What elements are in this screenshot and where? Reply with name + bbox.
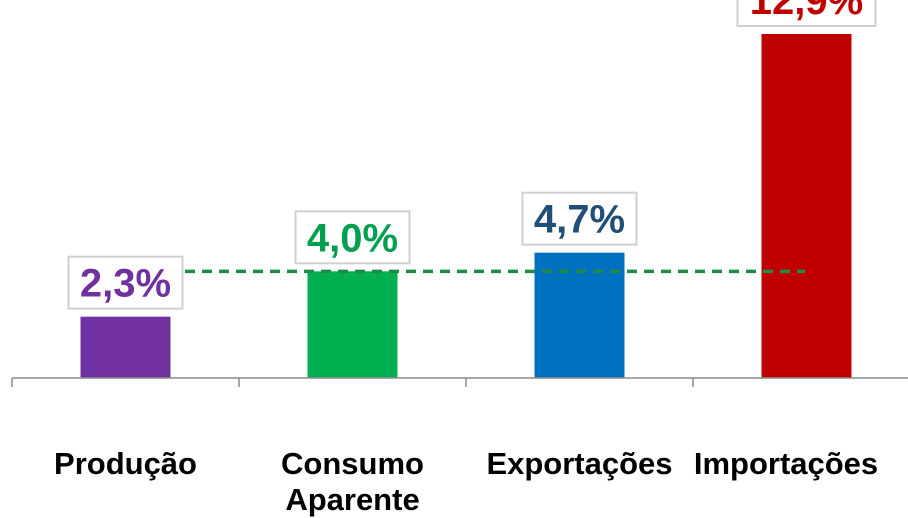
data-label-1: 4,0% [296,211,410,263]
bar-1 [308,271,398,378]
category-label-consumo-aparente: Consumo Aparente [233,446,473,518]
data-label-text-1: 4,0% [307,216,398,260]
bar-0 [81,317,171,378]
category-label-importacoes: Importações [666,446,906,482]
data-label-0: 2,3% [69,257,183,309]
data-label-text-0: 2,3% [80,262,171,306]
data-labels-layer: 2,3% 4,0% 4,7% 12,9% [69,0,876,309]
category-label-exportacoes: Exportações [460,446,700,482]
x-axis [12,378,908,387]
data-label-2: 4,7% [523,193,637,245]
bars-layer [81,34,852,378]
category-label-producao: Produção [6,446,246,482]
data-label-text-2: 4,7% [534,198,625,242]
data-label-3: 12,9% [738,0,876,26]
data-label-text-3: 12,9% [750,0,863,23]
bar-3 [762,34,852,378]
